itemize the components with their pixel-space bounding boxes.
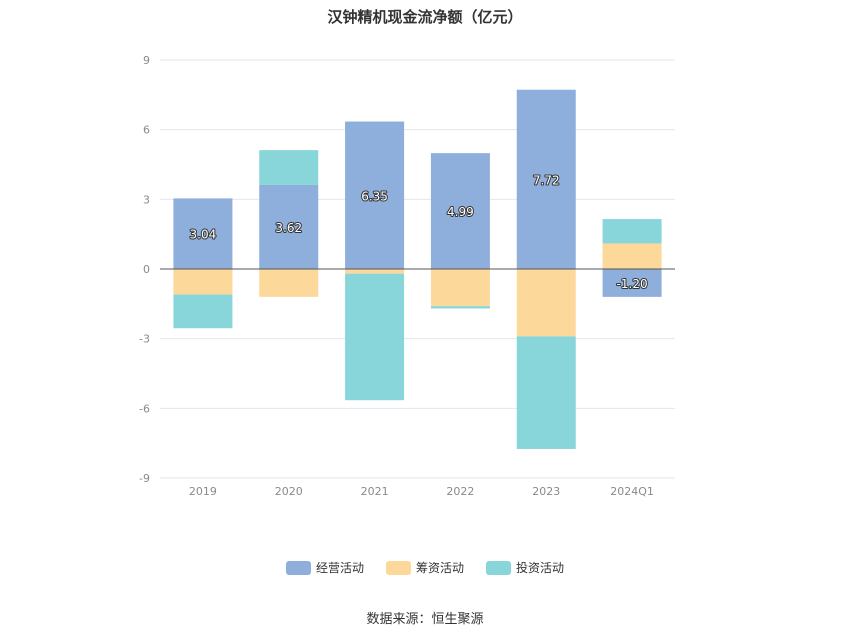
data-label: 3.62 <box>275 221 302 235</box>
bar-investing <box>602 219 662 244</box>
y-tick-label: -6 <box>139 402 150 415</box>
bar-operating <box>516 89 576 269</box>
y-tick-label: 3 <box>143 193 150 206</box>
y-axis-ticks: 9 6 3 0 -3 -6 -9 <box>139 54 150 485</box>
legend: 经营活动 筹资活动 投资活动 <box>0 559 850 576</box>
bar-operating <box>345 121 405 270</box>
y-tick-label: 6 <box>143 124 150 137</box>
x-tick-label: 2022 <box>446 485 474 498</box>
x-tick-label: 2023 <box>532 485 560 498</box>
legend-swatch <box>285 560 311 575</box>
bar-financing <box>173 269 233 295</box>
x-tick-label: 2024Q1 <box>610 485 654 498</box>
bars <box>173 89 662 449</box>
bar-operating <box>173 198 233 269</box>
legend-label: 筹资活动 <box>415 561 464 575</box>
data-label: 3.04 <box>190 228 217 242</box>
bar-financing <box>516 269 576 337</box>
data-label: 4.99 <box>447 205 474 219</box>
legend-swatch <box>486 560 511 575</box>
bar-operating <box>430 153 490 269</box>
x-axis-ticks: 2019 2020 2021 2022 2023 2024Q1 <box>189 485 654 498</box>
legend-item-operating[interactable]: 经营活动 <box>285 559 364 576</box>
bar-investing <box>516 336 576 449</box>
bar-investing <box>259 150 319 185</box>
bar-financing <box>345 269 405 274</box>
data-source: 数据来源：恒生聚源 <box>366 612 484 627</box>
legend-item-investing[interactable]: 投资活动 <box>486 559 564 576</box>
legend-label: 投资活动 <box>516 561 565 575</box>
bar-operating <box>602 269 662 297</box>
chart-title: 汉钟精机现金流净额（亿元） <box>327 8 523 26</box>
legend-label: 经营活动 <box>315 561 364 575</box>
y-tick-label: -9 <box>139 472 150 485</box>
x-tick-label: 2021 <box>361 485 389 498</box>
bar-financing <box>602 243 662 269</box>
data-label: -1.20 <box>617 277 648 291</box>
legend-swatch <box>385 560 411 575</box>
x-tick-label: 2019 <box>189 485 217 498</box>
grid-lines <box>160 59 675 479</box>
bar-investing <box>430 306 490 309</box>
legend-item-financing[interactable]: 筹资活动 <box>385 559 464 576</box>
bar-financing <box>430 269 490 307</box>
x-tick-label: 2020 <box>275 485 303 498</box>
y-tick-label: 0 <box>143 263 150 276</box>
data-label: 7.72 <box>533 173 560 187</box>
bar-investing <box>173 294 233 329</box>
y-tick-label: 9 <box>143 54 150 67</box>
bar-financing <box>259 269 319 297</box>
data-label: 6.35 <box>361 189 388 203</box>
bar-investing <box>345 273 405 401</box>
bar-operating <box>259 184 319 269</box>
y-tick-label: -3 <box>139 333 150 346</box>
data-labels: 3.04 3.62 6.35 4.99 7.72 -1.20 <box>189 172 649 292</box>
